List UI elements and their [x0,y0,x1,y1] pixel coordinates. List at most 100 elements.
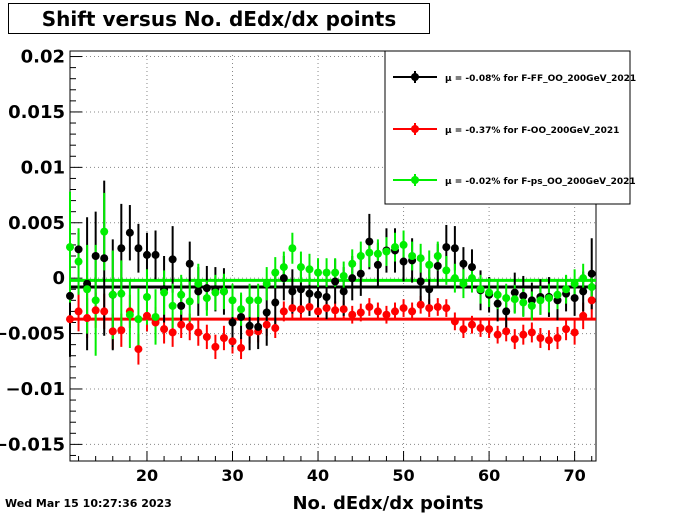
data-point [391,243,400,252]
data-point [245,321,254,330]
data-point [562,285,571,294]
data-point [134,345,143,354]
data-point [502,327,511,336]
data-point [416,277,425,286]
data-point [450,274,459,283]
data-point [493,330,502,339]
chart-title: Shift versus No. dEdx/dx points [41,7,397,31]
data-point [314,290,323,299]
data-point [160,325,169,334]
y-tick-label: −0.015 [0,434,65,455]
data-point [108,327,117,336]
data-point [536,296,545,305]
data-point [579,311,588,320]
data-point [296,285,305,294]
data-point [245,296,254,305]
data-point [450,317,459,326]
data-point [237,312,246,321]
y-tick-label: 0.005 [8,213,65,234]
data-point [83,285,92,294]
data-point [519,330,528,339]
x-tick-label: 60 [478,466,500,485]
data-point [502,294,511,303]
legend-label: μ = -0.37% for F-OO_200GeV_2021 [445,126,619,136]
data-point [185,297,194,306]
data-point [66,315,74,324]
y-tick-label: 0.015 [8,102,65,123]
data-point [527,328,536,337]
data-point [348,274,357,283]
data-point [476,324,485,333]
data-point [467,263,476,272]
x-tick-label: 30 [221,466,243,485]
x-tick-label: 50 [392,466,414,485]
data-points [66,227,596,354]
axes: 20 30 40 50 60 70 −0.015 −0.01 −0.005 0 0.005 0.01 0… [0,47,593,485]
data-point [553,296,562,305]
data-point [66,291,74,300]
data-point [416,300,425,309]
data-point [373,307,382,316]
data-point [151,250,160,259]
data-point [442,243,451,252]
data-point [365,248,374,257]
data-point [74,307,83,316]
data-point [142,311,151,320]
data-point [382,310,391,319]
data-point [305,265,314,274]
data-point [331,268,340,277]
data-point [570,328,579,337]
data-point [322,293,331,301]
data-point [493,299,502,308]
data-point [442,304,451,313]
data-point [467,274,476,283]
data-point [228,337,237,346]
data-point [279,274,288,283]
data-point [467,320,476,329]
data-point [485,325,494,334]
data-point [527,296,536,305]
data-point [237,305,246,314]
data-point [160,288,169,297]
data-point [416,254,425,263]
data-point [177,301,186,310]
data-point [288,287,297,296]
data-point [100,254,109,263]
data-point [476,285,485,294]
data-point [271,268,280,277]
data-point [305,302,314,311]
y-tick-label: −0.01 [6,379,66,400]
data-point [502,307,511,316]
data-point [228,318,237,327]
x-axis-title: No. dEdx/dx points [292,493,483,514]
data-point [74,245,83,254]
data-point [519,298,528,307]
data-point [254,296,263,305]
data-point [579,274,588,283]
data-point [117,289,126,298]
data-point [245,328,254,337]
data-point [459,259,468,268]
data-point [288,304,297,313]
data-point [237,343,246,352]
data-point [570,279,579,288]
data-point [202,294,211,303]
data-point [587,296,596,305]
data-point [125,228,134,237]
data-point [450,244,459,253]
data-point [134,315,143,324]
data-point [185,322,194,331]
data-point [510,295,519,304]
data-point [339,305,348,314]
data-point [288,244,297,253]
data-point [151,318,160,327]
legend: μ = -0.08% for F-FF_OO_200GeV_2021 μ = -0… [384,50,636,205]
data-point [527,301,536,310]
data-point [194,279,203,288]
data-point [262,279,271,288]
data-point [442,266,451,275]
data-point [570,294,579,303]
data-point [66,243,74,252]
data-point [262,320,271,329]
legend-label: μ = -0.08% for F-FF_OO_200GeV_2021 [445,74,636,84]
